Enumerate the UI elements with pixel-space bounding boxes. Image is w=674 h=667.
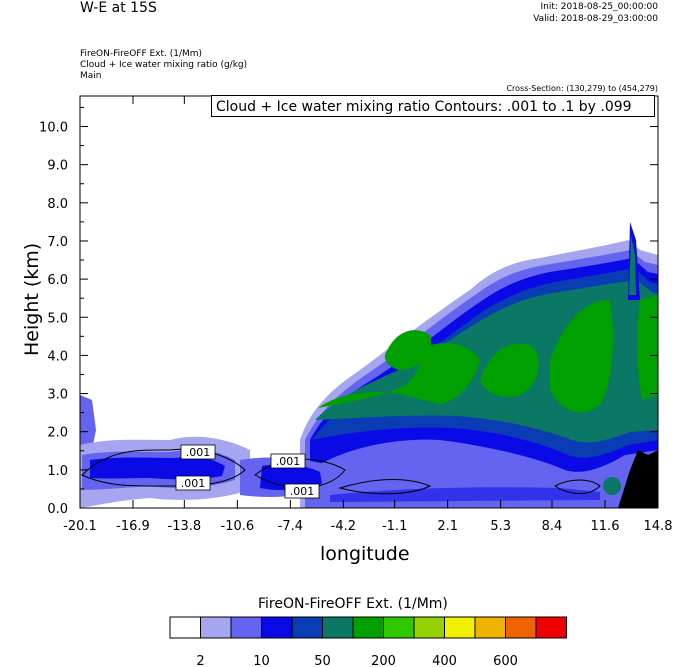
- x-tick-label: 8.4: [542, 519, 563, 534]
- contour-label-box: [175, 475, 211, 491]
- y-axis-ticks: 0.0 1.0 2.0 3.0 4.0 5.0 6.0 7.0 8.0 9.0 10.0: [39, 106, 658, 517]
- contour-info-box: Cloud + Ice water mixing ratio Contours:…: [211, 95, 655, 117]
- x-tick-label: -20.1: [63, 519, 97, 534]
- plume-spike-core: [629, 235, 636, 295]
- x-tick-label: 11.6: [591, 519, 620, 534]
- colorbar-swatch: [200, 616, 232, 639]
- contour-label: .001: [276, 455, 301, 468]
- variable-line-2: Cloud + Ice water mixing ratio (g/kg): [80, 60, 248, 70]
- plot-title: W-E at 15S: [80, 0, 157, 16]
- colorbar-title: FireON-FireOFF Ext. (1/Mm): [258, 596, 448, 612]
- field-level-6e: [637, 295, 658, 400]
- colorbar-swatch: [383, 616, 415, 639]
- colorbar-swatch: [322, 616, 354, 639]
- contour-label-box: [270, 453, 306, 469]
- field-level-6c: [480, 343, 539, 397]
- y-tick-label: 10.0: [39, 121, 68, 136]
- contour-label-box: [284, 483, 320, 499]
- x-tick-label: -10.6: [221, 519, 255, 534]
- colorbar: 2 10 50 200 400 600: [169, 616, 567, 667]
- x-tick-label: -1.1: [382, 519, 407, 534]
- contour-label: .001: [181, 477, 206, 490]
- x-tick-label: 2.1: [437, 519, 458, 534]
- contour-label-box: [180, 444, 216, 460]
- valid-time: Valid: 2018-08-29_03:00:00: [533, 14, 658, 24]
- cloud-contour-1: [81, 448, 246, 487]
- field-level-6d: [550, 300, 613, 413]
- y-tick-label: 0.0: [47, 502, 68, 517]
- colorbar-label: 600: [493, 654, 518, 667]
- colorbar-swatch: [291, 616, 323, 639]
- left-low-band-core: [90, 456, 225, 480]
- contour-label: .001: [186, 446, 211, 459]
- colorbar-label: 400: [432, 654, 457, 667]
- colorbar-swatch: [444, 616, 476, 639]
- colorbar-swatch: [413, 616, 445, 639]
- contour-labels: .001 .001 .001 .001: [175, 444, 320, 499]
- y-tick-label: 8.0: [47, 197, 68, 212]
- colorbar-label: 2: [196, 654, 204, 667]
- terrain: [618, 450, 658, 508]
- colorbar-label: 200: [371, 654, 396, 667]
- colorbar-label: 50: [314, 654, 331, 667]
- variable-line-1: FireON-FireOFF Ext. (1/Mm): [80, 49, 203, 59]
- colorbar-label: 10: [253, 654, 270, 667]
- colorbar-swatch: [230, 616, 262, 639]
- heatmap-field: [80, 222, 658, 508]
- y-axis-label: Height (km): [21, 242, 43, 356]
- colorbar-swatch: [169, 616, 201, 639]
- y-tick-label: 6.0: [47, 273, 68, 288]
- y-tick-label: 1.0: [47, 464, 68, 479]
- y-tick-label: 9.0: [47, 159, 68, 174]
- init-time: Init: 2018-08-25_00:00:00: [540, 2, 658, 12]
- cloud-contour-3: [338, 479, 432, 495]
- x-axis-ticks: -20.1 -16.9 -13.8 -10.6 -7.4 -4.2 -1.1 2.1 5.3 8.…: [63, 96, 672, 534]
- x-tick-label: -7.4: [278, 519, 303, 534]
- x-tick-label: -16.9: [116, 519, 150, 534]
- cloud-contour-4: [554, 479, 601, 494]
- y-tick-label: 2.0: [47, 426, 68, 441]
- x-tick-label: -4.2: [331, 519, 356, 534]
- y-tick-label: 7.0: [47, 235, 68, 250]
- colorbar-swatch: [535, 616, 567, 639]
- small-green-blob: [603, 477, 621, 495]
- colorbar-swatch: [261, 616, 293, 639]
- y-tick-label: 5.0: [47, 311, 68, 326]
- surface-dots: [330, 487, 600, 502]
- colorbar-swatch: [352, 616, 384, 639]
- variable-line-3: Main: [80, 71, 102, 81]
- x-tick-label: 5.3: [490, 519, 511, 534]
- y-tick-label: 3.0: [47, 388, 68, 403]
- colorbar-swatch: [474, 616, 506, 639]
- cross-section-label: Cross-Section: (130,279) to (454,279): [506, 84, 658, 93]
- field-level-6b: [384, 330, 431, 370]
- colorbar-swatch: [505, 616, 537, 639]
- x-tick-label: -13.8: [168, 519, 202, 534]
- y-tick-label: 4.0: [47, 349, 68, 364]
- x-axis-label: longitude: [320, 543, 410, 565]
- contour-label: .001: [290, 485, 315, 498]
- x-tick-label: 14.8: [644, 519, 673, 534]
- field-level-6a: [318, 343, 480, 408]
